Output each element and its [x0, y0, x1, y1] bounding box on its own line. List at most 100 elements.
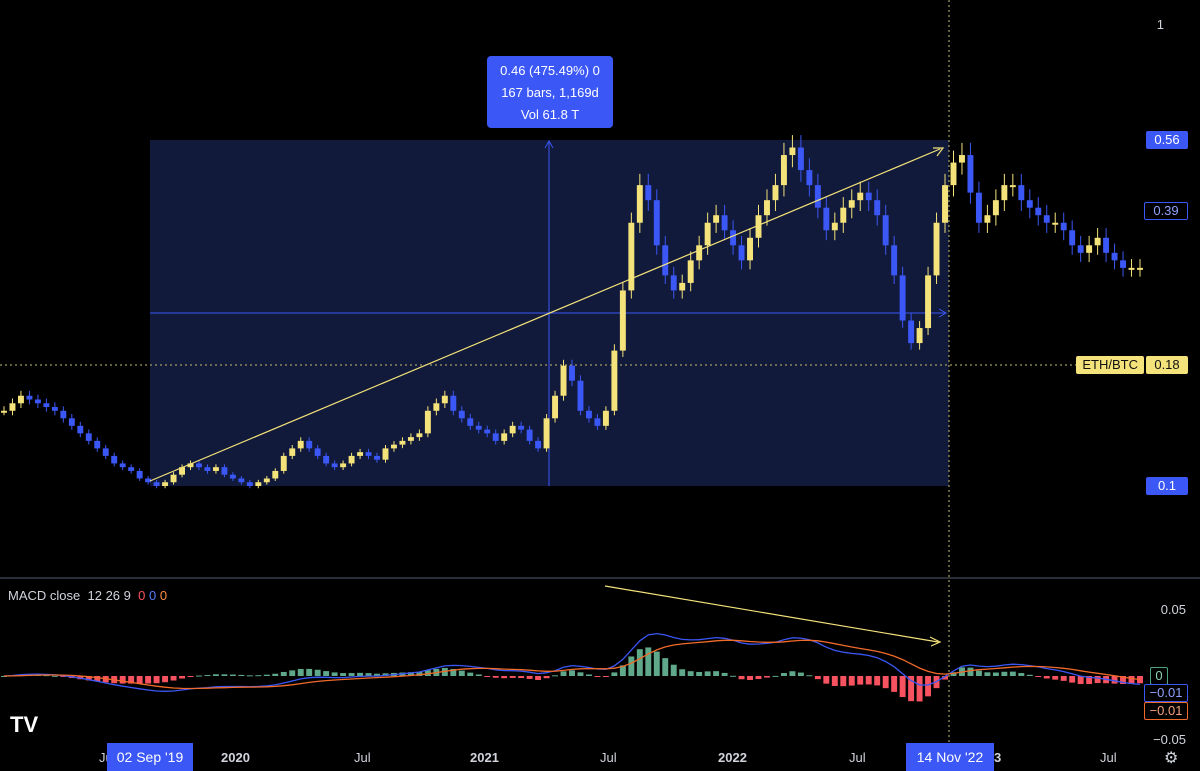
histogram-bar — [636, 649, 643, 676]
histogram-bar — [297, 668, 304, 676]
candle-body — [85, 433, 92, 441]
histogram-bar — [984, 672, 991, 676]
histogram-bar — [1069, 676, 1076, 683]
macd-trend-line[interactable] — [604, 585, 939, 643]
candle-body — [797, 147, 804, 171]
candle-body — [340, 463, 347, 468]
histogram-bar — [263, 674, 270, 676]
histogram-bar — [992, 672, 999, 676]
candle-body — [1094, 237, 1101, 246]
time-label-2022: 2022 — [718, 750, 747, 765]
candle-body — [569, 365, 575, 381]
candle-body — [908, 320, 915, 344]
candle-body — [1069, 230, 1076, 246]
histogram-bar — [119, 676, 126, 684]
candle-body — [399, 440, 406, 445]
histogram-bar — [314, 669, 321, 676]
histogram-bar — [382, 673, 389, 676]
histogram-bar — [569, 670, 575, 676]
histogram-bar — [823, 676, 830, 684]
histogram-bar — [1060, 676, 1067, 681]
time-label-jul-2022: Jul — [849, 750, 866, 765]
histogram-bar — [882, 676, 889, 689]
tradingview-logo[interactable]: TV — [10, 712, 39, 737]
histogram-bar — [772, 675, 779, 677]
histogram-bar — [238, 674, 245, 676]
candle-body — [585, 410, 592, 419]
candle-body — [653, 200, 660, 246]
range-start-date: 02 Sep '19 — [107, 743, 193, 771]
histogram-bar — [212, 674, 219, 676]
candle-body — [238, 478, 245, 483]
histogram-bar — [602, 676, 609, 677]
price-trend-line[interactable] — [149, 148, 941, 482]
candle-body — [77, 425, 84, 434]
candle-body — [102, 448, 109, 456]
candle-body — [204, 467, 211, 471]
histogram-bar — [509, 676, 516, 678]
candle-body — [959, 155, 965, 163]
price-axis-label-top: 1 — [1156, 17, 1164, 32]
candle-body — [636, 185, 643, 223]
candle-body — [831, 222, 838, 231]
candle-body — [60, 410, 67, 419]
histogram-bar — [272, 673, 279, 676]
candle-body — [263, 478, 270, 483]
macd-legend[interactable]: MACD close 12 26 9 0 0 0 — [8, 588, 167, 603]
candle-body — [128, 467, 135, 471]
candle-body — [1077, 245, 1084, 253]
candle-body — [543, 418, 550, 449]
measure-bars: 167 bars, 1,169d — [501, 85, 599, 100]
histogram-bar — [357, 672, 364, 676]
histogram-bar — [653, 651, 660, 676]
time-label-jul-2021: Jul — [600, 750, 617, 765]
histogram-bar — [458, 670, 465, 676]
histogram-bar — [1086, 676, 1093, 685]
histogram-bar — [85, 676, 92, 681]
candle-body — [899, 275, 906, 321]
histogram-bar — [721, 672, 728, 676]
candle-body — [314, 448, 321, 456]
histogram-bar — [492, 676, 499, 678]
candlestick-series — [1, 135, 1143, 489]
histogram-bar — [348, 673, 355, 676]
histogram-bar — [1128, 676, 1135, 684]
candle-body — [645, 185, 652, 201]
candle-body — [119, 463, 126, 468]
histogram-bar — [1009, 671, 1016, 676]
candle-body — [891, 245, 898, 276]
candle-body — [424, 410, 431, 434]
histogram-bar — [704, 671, 711, 676]
candle-body — [594, 418, 601, 426]
histogram-bar — [535, 676, 542, 680]
candle-body — [814, 185, 821, 208]
candle-body — [467, 418, 474, 426]
candle-body — [153, 482, 160, 486]
candle-body — [297, 440, 304, 449]
histogram-bar — [501, 676, 508, 679]
candle-body — [43, 403, 50, 408]
histogram-bar — [806, 675, 813, 677]
histogram-bar — [645, 647, 652, 676]
candle-body — [670, 275, 677, 291]
settings-gear-icon[interactable]: ⚙ — [1164, 750, 1179, 767]
candle-body — [17, 395, 24, 404]
candle-body — [916, 328, 923, 344]
histogram-bar — [136, 676, 143, 684]
candle-body — [196, 463, 202, 468]
candle-body — [51, 407, 58, 411]
time-label-2021: 2021 — [470, 750, 499, 765]
histogram-bar — [764, 676, 770, 678]
histogram-bar — [848, 676, 855, 686]
candle-body — [441, 395, 448, 404]
candle-body — [1026, 200, 1033, 208]
candle-body — [552, 395, 559, 419]
macd-legend-macd: 0 — [149, 588, 157, 603]
histogram-bar — [475, 674, 482, 676]
candle-body — [255, 482, 262, 486]
histogram-bar — [755, 676, 762, 680]
candle-body — [840, 207, 847, 223]
histogram-bar — [374, 673, 380, 676]
candle-body — [526, 429, 533, 441]
